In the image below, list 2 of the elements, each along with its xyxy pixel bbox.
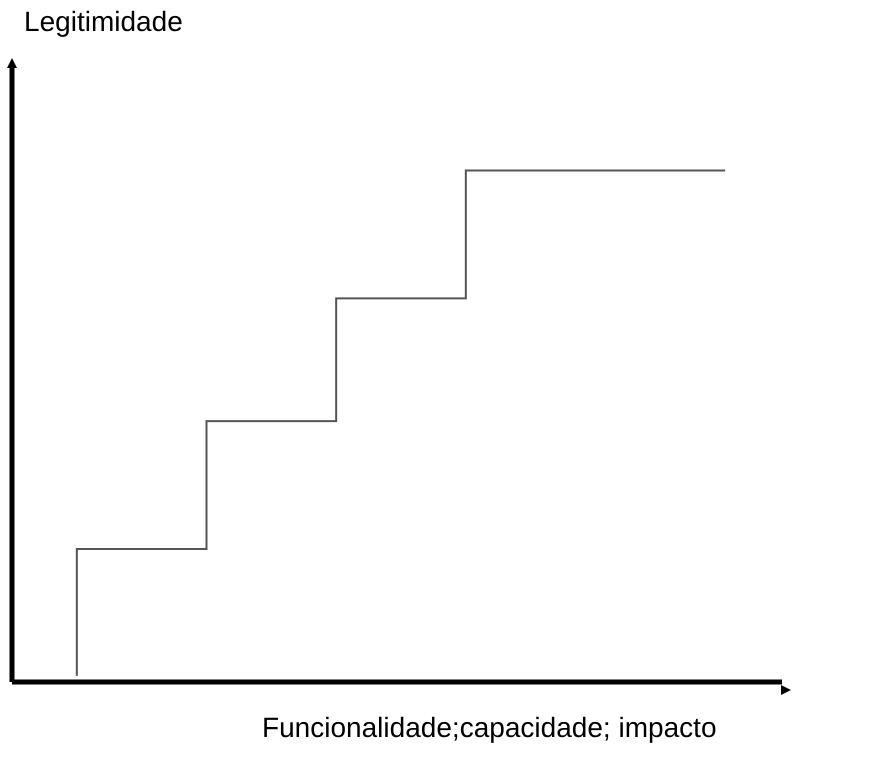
x-axis-title: Funcionalidade;capacidade; impacto — [262, 712, 717, 744]
y-axis-title: Legitimidade — [24, 6, 183, 38]
